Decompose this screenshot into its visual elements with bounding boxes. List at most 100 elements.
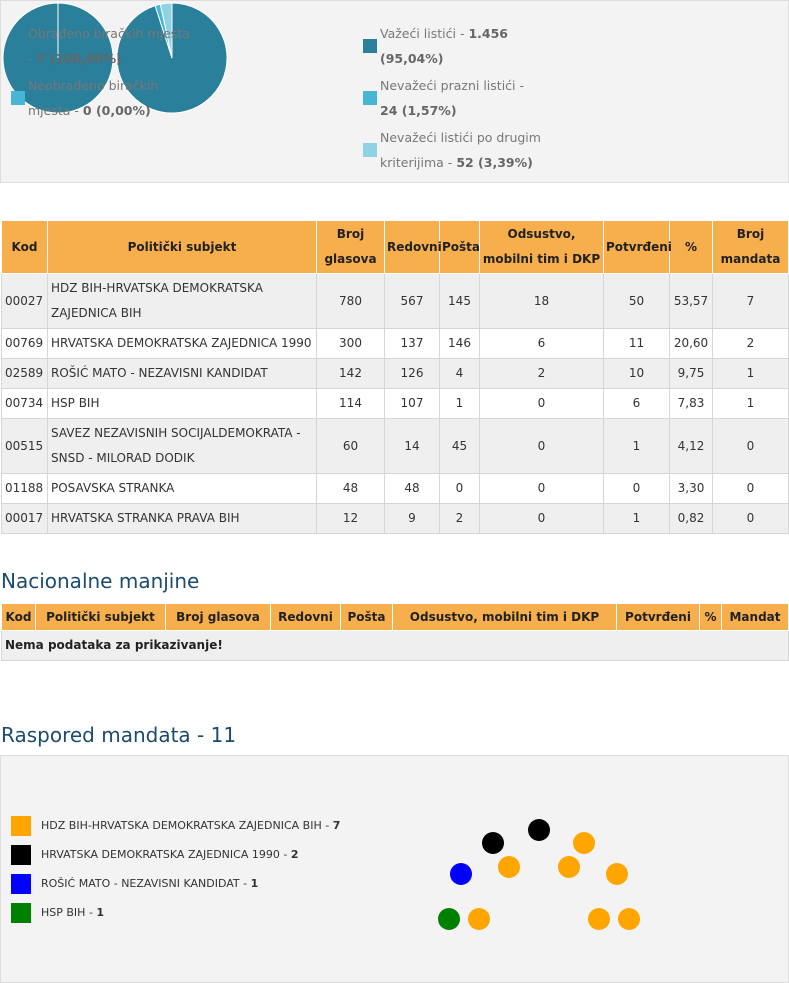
seat bbox=[573, 832, 595, 854]
table-cell: 00515 bbox=[1, 418, 48, 474]
table-cell: 00734 bbox=[1, 388, 48, 419]
table-cell: 300 bbox=[316, 328, 385, 359]
legend-value: 1.456 (95,04%) bbox=[380, 26, 509, 66]
party-legend-item: HDZ BIH-HRVATSKA DEMOKRATSKA ZAJEDNICA B… bbox=[11, 816, 340, 836]
legend-label: Obrađeno biračkih mjesta - bbox=[28, 26, 190, 66]
legend-value: 52 (3,39%) bbox=[456, 155, 533, 170]
legend-swatch bbox=[11, 91, 25, 105]
legend: Važeći listići - 1.456 (95,04%) Nevažeći … bbox=[363, 21, 543, 177]
table-cell: 1 bbox=[712, 358, 789, 389]
table-cell: 6 bbox=[603, 388, 670, 419]
table-cell: 126 bbox=[384, 358, 440, 389]
table-cell: 10 bbox=[603, 358, 670, 389]
party-legend-item: ROŠIĆ MATO - NEZAVISNI KANDIDAT - 1 bbox=[11, 874, 258, 894]
seat bbox=[482, 832, 504, 854]
table-cell: 0 bbox=[479, 418, 604, 474]
seat bbox=[618, 908, 640, 930]
table-cell: 7,83 bbox=[669, 388, 713, 419]
table-cell: 1 bbox=[712, 388, 789, 419]
seat bbox=[468, 908, 490, 930]
party-swatch bbox=[11, 874, 31, 894]
table-cell: HRVATSKA STRANKA PRAVA BIH bbox=[47, 503, 317, 534]
table-cell: 00017 bbox=[1, 503, 48, 534]
section-title: Nacionalne manjine bbox=[1, 569, 200, 593]
empty-message: Nema podataka za prikazivanje! bbox=[1, 630, 789, 661]
party-seats: 7 bbox=[332, 819, 341, 832]
legend-label: Važeći listići - bbox=[380, 26, 465, 41]
seat bbox=[528, 819, 550, 841]
table-cell: 1 bbox=[603, 503, 670, 534]
table-cell: 7 bbox=[712, 273, 789, 329]
table-cell: 137 bbox=[384, 328, 440, 359]
table-cell: 20,60 bbox=[669, 328, 713, 359]
legend-item: Neobrađeno biračkih mjesta - 0 (0,00%) bbox=[11, 73, 196, 123]
minorities-table: Kod Politički subjekt Broj glasova Redovni P… bbox=[1, 603, 789, 661]
party-seats: 1 bbox=[250, 877, 259, 890]
party-name: ROŠIĆ MATO - NEZAVISNI KANDIDAT - bbox=[41, 877, 248, 890]
table-row: 02589 ROŠIĆ MATO - NEZAVISNI KANDIDAT 142 1… bbox=[1, 358, 789, 389]
table-cell: 0 bbox=[712, 418, 789, 474]
party-swatch bbox=[11, 903, 31, 923]
table-cell: 9,75 bbox=[669, 358, 713, 389]
table-row: Nema podataka za prikazivanje! bbox=[1, 630, 789, 661]
table-row: 01188 POSAVSKA STRANKA 48 48 0 0 0 3,30 0 bbox=[1, 473, 789, 504]
table-cell: 0 bbox=[479, 473, 604, 504]
seat-chart bbox=[438, 819, 640, 930]
table-cell: HRVATSKA DEMOKRATSKA ZAJEDNICA 1990 bbox=[47, 328, 317, 359]
table-cell: 780 bbox=[316, 273, 385, 329]
table-cell: HSP BIH bbox=[47, 388, 317, 419]
seat bbox=[558, 856, 580, 878]
legend-item: Nevažeći prazni listići - 24 (1,57%) bbox=[363, 73, 543, 123]
table-cell: 00027 bbox=[1, 273, 48, 329]
table-cell: 48 bbox=[316, 473, 385, 504]
header-row: Kod Politički subjekt Broj glasova Redovni P… bbox=[1, 603, 789, 631]
header-cell: Kod bbox=[1, 220, 48, 274]
header-cell: Kod bbox=[1, 603, 36, 631]
header-cell: Politički subjekt bbox=[47, 220, 317, 274]
table-cell: 18 bbox=[479, 273, 604, 329]
table-cell: 0,82 bbox=[669, 503, 713, 534]
header-cell: Broj mandata bbox=[712, 220, 789, 274]
table-cell: 0 bbox=[712, 473, 789, 504]
table-cell: 3,30 bbox=[669, 473, 713, 504]
seat bbox=[438, 908, 460, 930]
party-seats: 2 bbox=[290, 848, 299, 861]
table-cell: 00769 bbox=[1, 328, 48, 359]
pie-slice bbox=[159, 2, 173, 59]
table-cell: POSAVSKA STRANKA bbox=[47, 473, 317, 504]
header-cell: % bbox=[699, 603, 722, 631]
table-row: 00515 SAVEZ NEZAVISNIH SOCIJALDEMOKRATA -… bbox=[1, 418, 789, 474]
table-row: 00769 HRVATSKA DEMOKRATSKA ZAJEDNICA 1990… bbox=[1, 328, 789, 359]
seat bbox=[450, 863, 472, 885]
header-cell: Redovni bbox=[384, 220, 442, 274]
pie-chart bbox=[2, 2, 114, 114]
table-cell: 01188 bbox=[1, 473, 48, 504]
results-table: Kod Politički subjekt Broj glasova Redovni P… bbox=[1, 220, 789, 534]
header-cell: Broj glasova bbox=[165, 603, 271, 631]
table-cell: 0 bbox=[479, 388, 604, 419]
table-cell: 02589 bbox=[1, 358, 48, 389]
legend-label: Nevažeći prazni listići - bbox=[380, 78, 524, 93]
legend-swatch bbox=[363, 39, 377, 53]
legend-item: Obrađeno biračkih mjesta - 7 (100,00%) bbox=[11, 21, 196, 71]
legend: Obrađeno biračkih mjesta - 7 (100,00%) Ne… bbox=[11, 21, 196, 125]
legend-value: 0 (0,00%) bbox=[82, 103, 151, 118]
seat bbox=[498, 856, 520, 878]
legend-swatch bbox=[11, 39, 25, 53]
table-cell: 2 bbox=[479, 358, 604, 389]
table-cell: 145 bbox=[439, 273, 480, 329]
table-cell: 4,12 bbox=[669, 418, 713, 474]
table-cell: 1 bbox=[603, 418, 670, 474]
header-row: Kod Politički subjekt Broj glasova Redovni P… bbox=[1, 220, 789, 274]
table-cell: SAVEZ NEZAVISNIH SOCIJALDEMOKRATA - SNSD… bbox=[47, 418, 317, 474]
header-cell: Redovni bbox=[270, 603, 341, 631]
party-name: HRVATSKA DEMOKRATSKA ZAJEDNICA 1990 - bbox=[41, 848, 288, 861]
party-legend-item: HRVATSKA DEMOKRATSKA ZAJEDNICA 1990 - 2 bbox=[11, 845, 298, 865]
table-row: 00027 HDZ BIH-HRVATSKA DEMOKRATSKA ZAJEDN… bbox=[1, 273, 789, 329]
legend-value: 24 (1,57%) bbox=[380, 103, 457, 118]
table-cell: 45 bbox=[439, 418, 480, 474]
mandates-panel: HDZ BIH-HRVATSKA DEMOKRATSKA ZAJEDNICA B… bbox=[0, 755, 789, 983]
header-cell: % bbox=[669, 220, 713, 274]
